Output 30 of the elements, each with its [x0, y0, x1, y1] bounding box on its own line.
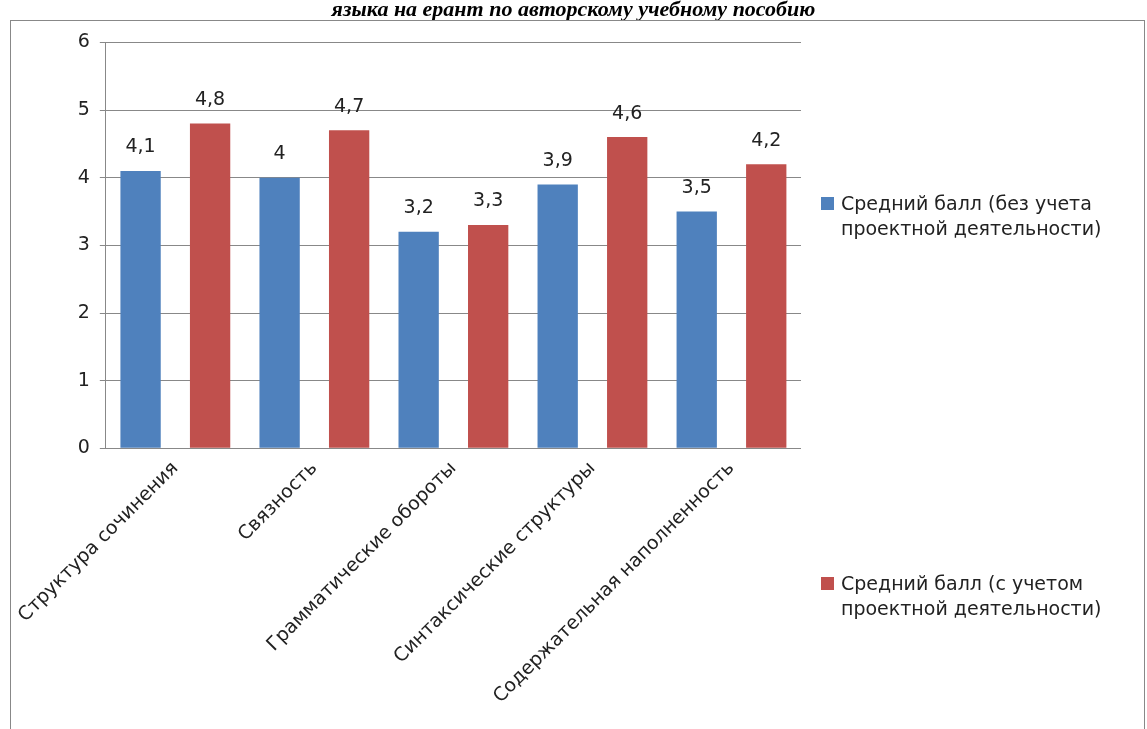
bar — [189, 123, 231, 448]
data-label: 4 — [273, 141, 286, 164]
y-tick-label: 5 — [77, 96, 90, 119]
y-tick-label: 6 — [77, 29, 90, 52]
bar — [259, 177, 300, 448]
data-label: 4,7 — [334, 93, 365, 116]
y-tick-label: 0 — [77, 435, 90, 458]
data-label: 4,1 — [125, 134, 156, 157]
bar — [328, 130, 370, 448]
y-tick-label: 1 — [77, 367, 90, 390]
data-label: 3,2 — [403, 195, 434, 218]
bar — [468, 225, 509, 448]
y-tick-label: 3 — [77, 232, 90, 255]
bar — [676, 211, 717, 448]
legend-label: Средний балл (без учета проектной деятельности) — [841, 191, 1103, 241]
data-label: 3,3 — [473, 188, 504, 211]
y-tick-label: 4 — [77, 164, 90, 187]
data-label: 4,6 — [612, 100, 643, 123]
bar — [607, 137, 648, 448]
chart-title: языка на ерант по авторскому учебному пособию — [330, 0, 817, 21]
bar — [537, 184, 578, 448]
data-label: 3,5 — [681, 174, 712, 197]
data-label: 3,9 — [542, 147, 573, 170]
bar — [398, 231, 439, 448]
bar — [746, 164, 787, 448]
y-tick-label: 2 — [77, 299, 90, 322]
data-label: 4,2 — [751, 127, 782, 150]
legend-label: Средний балл (с учетом проектной деятельности) — [841, 571, 1103, 621]
bar — [120, 170, 161, 448]
data-label: 4,8 — [194, 87, 226, 110]
